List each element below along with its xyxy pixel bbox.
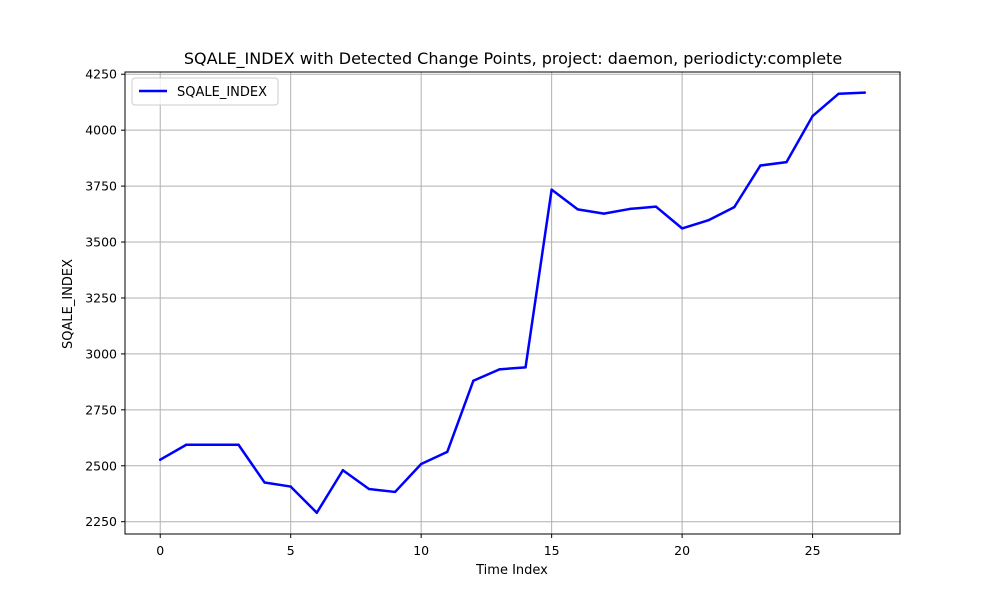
x-tick-label: 10 xyxy=(413,543,429,558)
y-tick-label: 3750 xyxy=(85,179,117,194)
data-point xyxy=(733,205,736,209)
data-point xyxy=(237,443,240,446)
y-tick-label: 4250 xyxy=(85,67,117,82)
y-tick-label: 3500 xyxy=(85,235,117,250)
data-point xyxy=(550,188,553,191)
plot-frame xyxy=(124,71,901,535)
data-point xyxy=(419,462,423,466)
data-point xyxy=(811,114,814,118)
y-tick-label: 2750 xyxy=(85,402,117,417)
x-tick-label: 15 xyxy=(544,543,560,558)
series-line-sqale-index xyxy=(158,91,867,514)
data-point xyxy=(707,219,710,222)
data-point xyxy=(289,485,292,488)
data-point xyxy=(498,368,501,371)
data-point xyxy=(185,443,188,446)
y-tick-label: 2250 xyxy=(85,514,117,529)
data-point xyxy=(393,490,397,494)
data-point xyxy=(576,208,579,211)
data-point xyxy=(263,481,266,484)
data-point xyxy=(785,160,788,164)
data-point xyxy=(524,366,527,369)
data-point xyxy=(367,487,371,491)
data-point xyxy=(654,205,658,208)
x-tick-label: 5 xyxy=(287,543,295,558)
series-layer xyxy=(158,91,867,514)
y-tick-label: 2500 xyxy=(85,458,117,473)
x-tick-label: 25 xyxy=(805,543,821,558)
data-point xyxy=(341,469,345,472)
y-tick-label: 4000 xyxy=(85,123,117,138)
data-point xyxy=(472,379,475,382)
x-axis-ticks: 0 5 10 15 20 25 xyxy=(156,534,821,558)
data-point xyxy=(837,92,840,95)
legend-label-sqale-index: SQALE_INDEX xyxy=(177,85,267,100)
y-tick-label: 3000 xyxy=(85,346,117,361)
data-point xyxy=(159,458,162,461)
data-point xyxy=(602,212,606,215)
x-tick-label: 20 xyxy=(674,543,690,558)
data-point xyxy=(211,443,214,446)
legend-box xyxy=(131,77,279,106)
data-point xyxy=(680,227,684,230)
data-point xyxy=(863,91,866,94)
y-tick-label: 3250 xyxy=(85,290,117,305)
data-point xyxy=(628,207,632,211)
data-point xyxy=(446,450,449,454)
chart-title: SQALE_INDEX with Detected Change Points,… xyxy=(184,49,842,69)
legend: SQALE_INDEX xyxy=(131,77,279,106)
y-axis-label: SQALE_INDEX xyxy=(61,259,76,349)
data-point xyxy=(759,164,762,167)
x-tick-label: 0 xyxy=(156,543,164,558)
data-point xyxy=(315,511,318,514)
y-axis-ticks: 2250 2500 2750 3000 3250 3500 3750 4000 4250 xyxy=(85,67,125,529)
x-axis-label: Time Index xyxy=(475,563,548,578)
